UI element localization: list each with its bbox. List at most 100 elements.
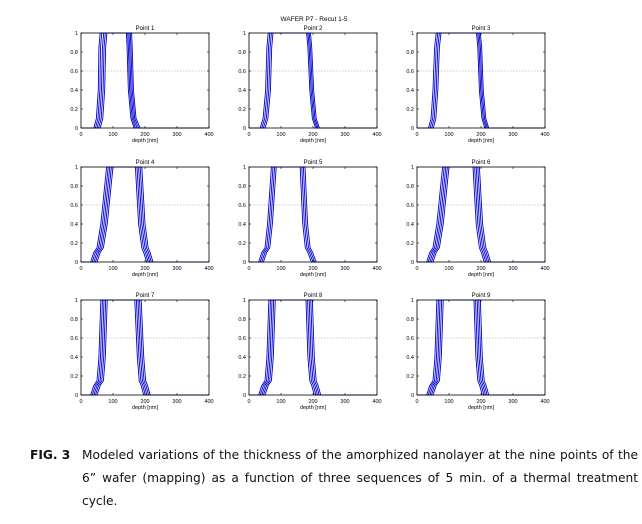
panel-5-ytick-label: 0.6 (238, 203, 246, 209)
panel-1-xtick-label: 100 (108, 132, 117, 138)
panel-9-title: Point 9 (472, 293, 491, 299)
figure-caption: FIG. 3 Modeled variations of the thickne… (30, 444, 638, 513)
panel-8-ytick-label: 0.2 (238, 374, 246, 380)
panel-9-xtick-label: 400 (540, 399, 549, 405)
panel-6-xtick-label: 400 (540, 266, 549, 272)
panel-8-ytick-label: 0.6 (238, 336, 246, 342)
panel-3-ytick-label: 0 (411, 126, 414, 132)
panel-8-ytick-label: 0.4 (238, 355, 246, 361)
figure-grid: WAFER P7 - Recut 1-5 0 100 200 300 40000.20.… (70, 16, 549, 411)
panel-6-ytick-label: 0.6 (406, 203, 414, 209)
panel-7-xtick-label: 0 (79, 399, 82, 405)
panel-9-xtick-label: 200 (476, 399, 485, 405)
panel-1-xlabel: depth [nm] (132, 138, 158, 144)
panel-5-xtick-label: 300 (340, 266, 349, 272)
panel-7-xlabel: depth [nm] (132, 405, 158, 411)
panel-2-xtick-label: 300 (340, 132, 349, 138)
panel-7-ytick-label: 0.2 (70, 374, 78, 380)
panel-1-ytick-label: 0.2 (70, 107, 78, 113)
panel-3-xtick-label: 300 (508, 132, 517, 138)
panel-6-xtick-label: 300 (508, 266, 517, 272)
panel-1-xtick-label: 400 (204, 132, 213, 138)
panel-6-ytick-label: 0.4 (406, 222, 414, 228)
panel-9-ytick-label: 0.2 (406, 374, 414, 380)
panel-9-xtick-label: 0 (415, 399, 418, 405)
panel-4-series-3 (81, 166, 209, 263)
panel-2-xtick-label: 400 (372, 132, 381, 138)
panel-2-xtick-label: 200 (308, 132, 317, 138)
panel-7-xtick-label: 300 (172, 399, 181, 405)
figure-suptitle: WAFER P7 - Recut 1-5 (281, 16, 348, 23)
panel-5-ytick-label: 0.2 (238, 241, 246, 247)
panel-6-ytick-label: 0.2 (406, 241, 414, 247)
panel-7-title: Point 7 (136, 293, 155, 299)
panel-2-ytick-label: 0.4 (238, 88, 246, 94)
panel-5-ytick-label: 0.8 (238, 184, 246, 190)
panel-9-ytick-label: 0 (411, 393, 414, 399)
panel-8-ytick-label: 0 (243, 393, 246, 399)
panel-4-ytick-label: 0.8 (70, 184, 78, 190)
panel-5-title: Point 5 (304, 160, 323, 166)
panel-8-xtick-label: 200 (308, 399, 317, 405)
panel-3-xtick-label: 400 (540, 132, 549, 138)
panel-3-ytick-label: 0.6 (406, 69, 414, 75)
panel-6-ytick-label: 1 (411, 165, 414, 171)
panel-7-ytick-label: 0 (75, 393, 78, 399)
panel-4-xtick-label: 400 (204, 266, 213, 272)
panel-9-ytick-label: 0.6 (406, 336, 414, 342)
panel-8-ytick-label: 0.8 (238, 317, 246, 323)
panel-3-xtick-label: 0 (415, 132, 418, 138)
panel-6-xtick-label: 200 (476, 266, 485, 272)
panel-4-xtick-label: 0 (79, 266, 82, 272)
panel-4-ytick-label: 0.6 (70, 203, 78, 209)
panel-8-ytick-label: 1 (243, 298, 246, 304)
panel-6-xtick-label: 0 (415, 266, 418, 272)
panel-3-ytick-label: 1 (411, 31, 414, 37)
panel-7-xtick-label: 400 (204, 399, 213, 405)
panel-7-ytick-label: 0.6 (70, 336, 78, 342)
panel-7-xtick-label: 200 (140, 399, 149, 405)
panel-9-xlabel: depth [nm] (468, 405, 494, 411)
panel-1-xtick-label: 0 (79, 132, 82, 138)
panel-2-ytick-label: 1 (243, 31, 246, 37)
panel-2-xtick-label: 100 (276, 132, 285, 138)
panel-8-xtick-label: 100 (276, 399, 285, 405)
panel-9-xtick-label: 300 (508, 399, 517, 405)
caption-text: Modeled variations of the thickness of t… (82, 448, 638, 508)
panel-8-xtick-label: 0 (247, 399, 250, 405)
panel-4-xtick-label: 200 (140, 266, 149, 272)
panel-3-xtick-label: 100 (444, 132, 453, 138)
panel-2-ytick-label: 0.2 (238, 107, 246, 113)
panel-8-title: Point 8 (304, 293, 323, 299)
panel-3-xlabel: depth [nm] (468, 138, 494, 144)
panel-1-title: Point 1 (136, 26, 155, 32)
panel-3-ytick-label: 0.8 (406, 50, 414, 56)
panel-3-ytick-label: 0.2 (406, 107, 414, 113)
panel-1-xtick-label: 200 (140, 132, 149, 138)
panel-6-ytick-label: 0 (411, 260, 414, 266)
panel-5-xtick-label: 0 (247, 266, 250, 272)
panel-6-title: Point 6 (472, 160, 491, 166)
panel-9-xtick-label: 100 (444, 399, 453, 405)
panel-2-ytick-label: 0 (243, 126, 246, 132)
panel-7-ytick-label: 0.4 (70, 355, 78, 361)
panel-2-title: Point 2 (304, 26, 323, 32)
panel-4-ytick-label: 0 (75, 260, 78, 266)
panel-4-ytick-label: 0.2 (70, 241, 78, 247)
panel-6-xlabel: depth [nm] (468, 272, 494, 278)
panel-5-xtick-label: 200 (308, 266, 317, 272)
panel-4-ytick-label: 1 (75, 165, 78, 171)
panel-3-xtick-label: 200 (476, 132, 485, 138)
panel-4-ytick-label: 0.4 (70, 222, 78, 228)
panel-1-ytick-label: 1 (75, 31, 78, 37)
panel-1-ytick-label: 0.8 (70, 50, 78, 56)
panel-5-xtick-label: 100 (276, 266, 285, 272)
panel-7-ytick-label: 1 (75, 298, 78, 304)
panel-4-xtick-label: 300 (172, 266, 181, 272)
panel-5-ytick-label: 1 (243, 165, 246, 171)
panel-3-title: Point 3 (472, 26, 491, 32)
panel-2-xtick-label: 0 (247, 132, 250, 138)
panel-5-xtick-label: 400 (372, 266, 381, 272)
panel-1-ytick-label: 0 (75, 126, 78, 132)
panel-9-ytick-label: 0.8 (406, 317, 414, 323)
